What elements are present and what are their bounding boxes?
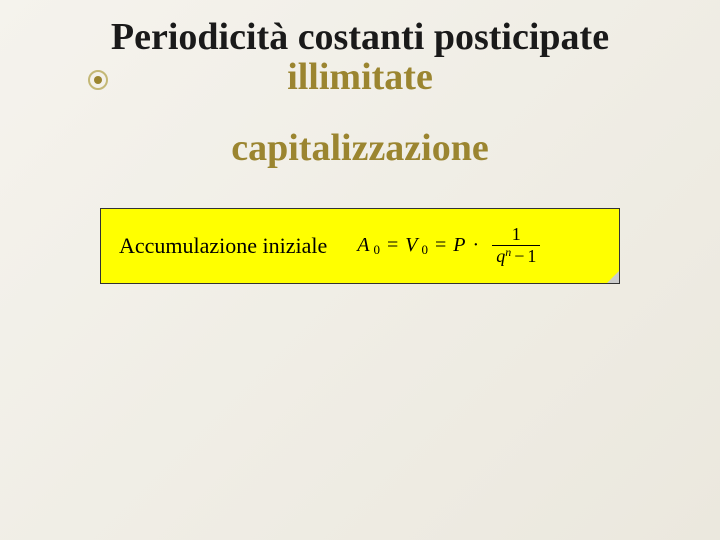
bullet-decoration [88, 70, 108, 90]
den-minus: − [514, 246, 524, 267]
decoration-inner-dot [94, 76, 102, 84]
fraction-numerator: 1 [506, 224, 527, 245]
fraction: 1 qn − 1 [492, 224, 540, 267]
sub-A0: 0 [374, 242, 381, 258]
slide-title-block: Periodicità costanti posticipate illimit… [0, 0, 720, 98]
formula-math: A0 = V0 = P · 1 qn − 1 [357, 224, 540, 267]
var-P: P [453, 234, 465, 257]
den-sup-n: n [505, 245, 511, 260]
var-V: V [405, 234, 417, 257]
den-one: 1 [527, 246, 536, 267]
title-line-1: Periodicità costanti posticipate [20, 18, 700, 58]
title-line-2: illimitate [20, 58, 700, 98]
eq-2: = [435, 234, 446, 257]
eq-1: = [387, 234, 398, 257]
den-q: q [496, 246, 505, 267]
sub-V0: 0 [422, 242, 429, 258]
dot-op: · [473, 234, 480, 257]
formula-label: Accumulazione iniziale [119, 233, 327, 259]
var-A: A [357, 234, 369, 257]
subheading: capitalizzazione [0, 126, 720, 170]
fraction-denominator: qn − 1 [492, 246, 540, 267]
formula-box: Accumulazione iniziale A0 = V0 = P · 1 q… [100, 208, 620, 284]
